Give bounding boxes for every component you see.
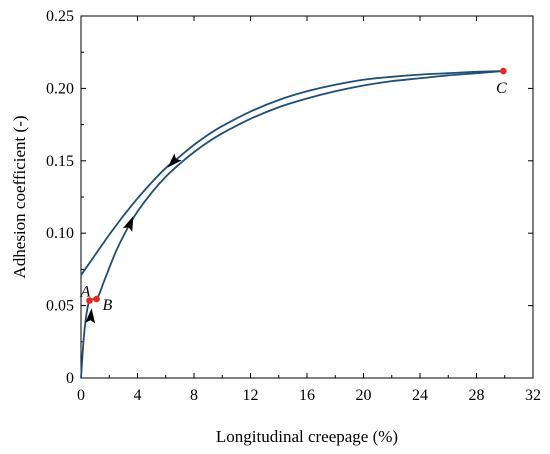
point-b-label: B [103,297,113,314]
x-tick-label: 0 [77,387,85,404]
series-line-unloading [80,70,505,276]
direction-arrow-1 [85,308,96,324]
point-a-label: A [80,284,91,301]
x-tick-label: 20 [356,387,372,404]
y-tick-label: 0 [66,370,74,387]
x-tick-label: 28 [469,387,485,404]
axes: 0 4 8 12 16 20 24 28 32 0 0.05 0.10 0.15 0.20 0.25 [46,8,541,404]
point-c-marker [500,67,507,75]
y-tick-label: 0.25 [46,8,74,25]
x-tick-label: 12 [243,387,259,404]
x-tick-label: 32 [525,387,541,404]
y-tick-label: 0.05 [46,298,74,315]
x-tick-label: 24 [412,387,428,404]
point-a-marker [86,297,93,304]
y-tick-label: 0.10 [46,225,74,242]
point-layer: AB C [80,67,507,314]
x-tick-label: 8 [190,387,198,404]
point-b-marker [93,295,100,303]
series-line-loading [80,70,505,379]
series-layer [80,70,505,379]
y-tick-label: 0.15 [46,153,74,170]
x-axis-label: Longitudinal creepage (%) [216,427,398,446]
y-tick-label: 0.20 [46,80,74,97]
x-tick-label: 4 [134,387,142,404]
direction-arrow-3 [167,153,182,168]
direction-arrow-2 [122,216,134,232]
point-c-label: C [496,80,507,97]
arrow-layer [85,153,182,324]
y-axis-label: Adhesion coefficient (-) [10,115,29,278]
x-tick-label: 16 [299,387,315,404]
